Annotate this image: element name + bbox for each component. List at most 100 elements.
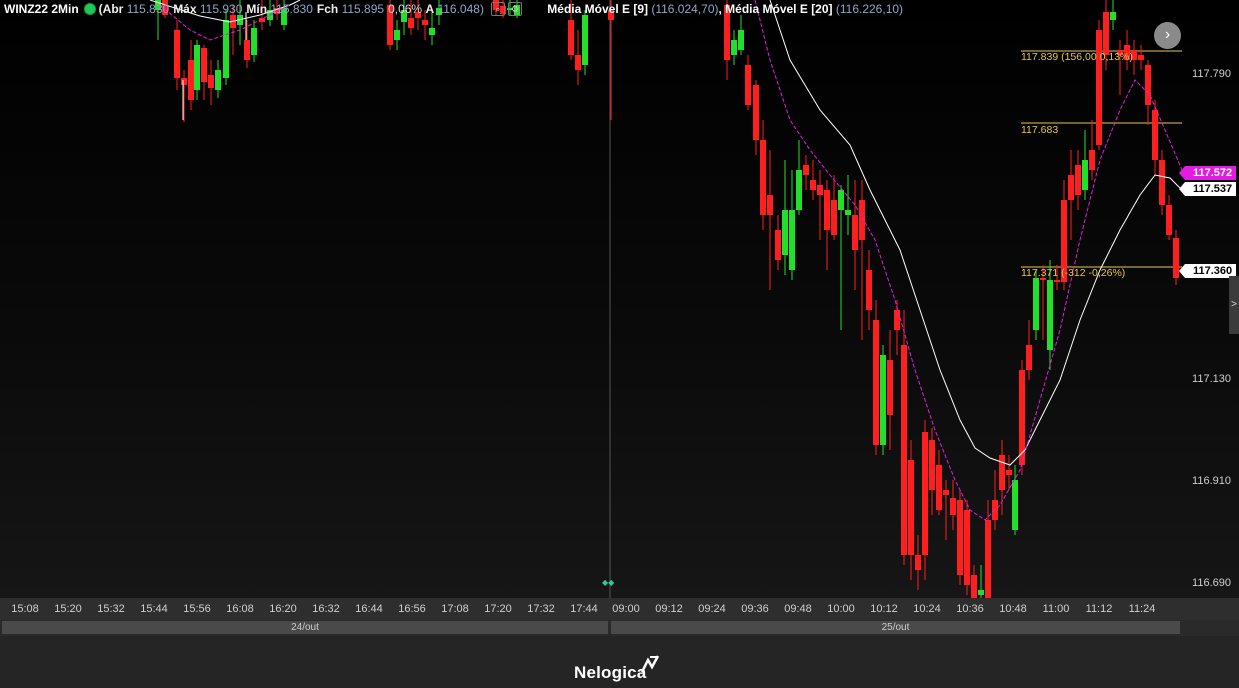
time-axis-label: 09:12: [655, 603, 683, 615]
candle-body: [500, 6, 506, 14]
side-panel-toggle[interactable]: >: [1229, 276, 1239, 334]
candle-body: [1019, 370, 1025, 465]
candle-body: [922, 432, 928, 555]
candle-body: [1068, 175, 1074, 200]
candle-body: [1054, 280, 1060, 282]
status-dot-icon: [84, 3, 95, 14]
candle-body: [745, 65, 751, 105]
time-axis-label: 16:08: [226, 603, 254, 615]
event-marker-icon[interactable]: ◆◆: [602, 578, 615, 587]
candle-body: [1138, 55, 1144, 60]
candle-body: [964, 510, 970, 585]
candle-body: [789, 210, 795, 270]
candle-body: [1026, 345, 1032, 370]
candle-body: [866, 270, 872, 310]
a-label: A: [425, 1, 435, 16]
candle-body: [1082, 160, 1088, 190]
candle-body: [767, 195, 773, 215]
candle-body: [845, 210, 851, 215]
ma9-value: (116.024,70): [651, 1, 719, 16]
scroll-right-button[interactable]: ›: [1154, 22, 1181, 49]
candle-body: [760, 140, 766, 215]
candle-body: [1006, 470, 1012, 475]
candlestick-chart[interactable]: [0, 0, 1239, 600]
candle-body: [901, 345, 907, 555]
price-axis-label: 117.790: [1192, 68, 1231, 80]
ma20-label[interactable]: , Média Móvel E [20]: [718, 1, 833, 16]
candle-body: [936, 465, 942, 510]
time-axis[interactable]: 15:08 15:20 15:32 15:44 15:56 16:08 16:20 16:32…: [0, 598, 1239, 620]
ma20-line: [149, 0, 1183, 466]
date-segment: 25/out: [611, 621, 1180, 634]
candle-body: [950, 498, 956, 515]
candle-body: [894, 310, 900, 330]
time-axis-label: 15:20: [54, 603, 82, 615]
candle-body: [782, 210, 788, 255]
time-axis-label: 09:36: [741, 603, 769, 615]
candle-body: [422, 20, 428, 25]
candle-body: [608, 10, 614, 20]
candle-body: [436, 8, 442, 15]
candle-body: [1096, 30, 1102, 145]
settings-icon[interactable]: ⚙: [507, 1, 522, 16]
candle-body: [1040, 278, 1046, 280]
candle-body: [1075, 165, 1081, 195]
ma9-label[interactable]: Média Móvel E [9]: [547, 1, 648, 16]
ma9-line: [159, 0, 1183, 521]
candle-body: [201, 48, 207, 82]
candle-body: [162, 0, 168, 15]
candle-body: [859, 200, 865, 240]
candle-body: [887, 360, 893, 415]
hline-bottom-label[interactable]: 117.371 (-312 -0,26%): [1021, 267, 1126, 279]
candle-body: [1124, 45, 1130, 60]
candle-body: [507, 8, 513, 10]
candle-body: [929, 440, 935, 490]
hline-top-label[interactable]: 117.839 (156,00 0,13%): [1021, 51, 1133, 63]
search-icon[interactable]: ⌕: [490, 1, 505, 16]
candle-body: [493, 0, 499, 10]
candle-body: [810, 180, 816, 190]
footer: Nelogica: [0, 636, 1239, 688]
time-axis-label: 17:32: [527, 603, 555, 615]
time-axis-label: 11:24: [1128, 603, 1156, 615]
candle-body: [1047, 280, 1053, 350]
candle-body: [429, 28, 435, 35]
high-value: 115.930: [199, 1, 243, 16]
candle-body: [1110, 12, 1116, 20]
candle-body: [174, 30, 180, 78]
open-value: 115.830: [126, 1, 170, 16]
candle-body: [208, 75, 214, 88]
time-axis-label: 11:00: [1042, 603, 1070, 615]
candle-body: [803, 165, 809, 175]
candle-body: [971, 575, 977, 600]
time-axis-label: 17:08: [441, 603, 469, 615]
candle-body: [978, 590, 984, 595]
change-percent: 0,06%: [388, 1, 423, 16]
candle-body: [514, 5, 520, 15]
symbol-label[interactable]: WINZ22 2Min: [4, 1, 79, 16]
candle-body: [817, 185, 823, 195]
candle-body: [281, 8, 287, 25]
candle-body: [957, 500, 963, 575]
candle-body: [873, 320, 879, 445]
time-axis-label: 10:00: [827, 603, 855, 615]
candle-body: [1152, 110, 1158, 160]
hline-mid-label[interactable]: 117.683: [1021, 124, 1059, 136]
time-axis-label: 15:56: [183, 603, 211, 615]
time-axis-label: 09:48: [784, 603, 812, 615]
candle-body: [415, 12, 421, 18]
candle-body: [731, 40, 737, 55]
candle-body: [824, 190, 830, 230]
brand-name: Nelogica: [574, 663, 647, 682]
chart-area[interactable]: WINZ22 2Min (Abr 115.830 Máx 115.930 Mín 11…: [0, 0, 1239, 600]
ma20-price-tag: 117.537: [1178, 182, 1237, 196]
candle-body: [1061, 200, 1067, 282]
candle-body: [775, 230, 781, 260]
candle-body: [155, 0, 161, 10]
candle-body: [1103, 12, 1109, 55]
candle-body: [188, 60, 194, 100]
candle-body: [251, 28, 257, 55]
candle-body: [215, 70, 221, 90]
candle-body: [1117, 50, 1123, 55]
candle-body: [387, 5, 393, 45]
